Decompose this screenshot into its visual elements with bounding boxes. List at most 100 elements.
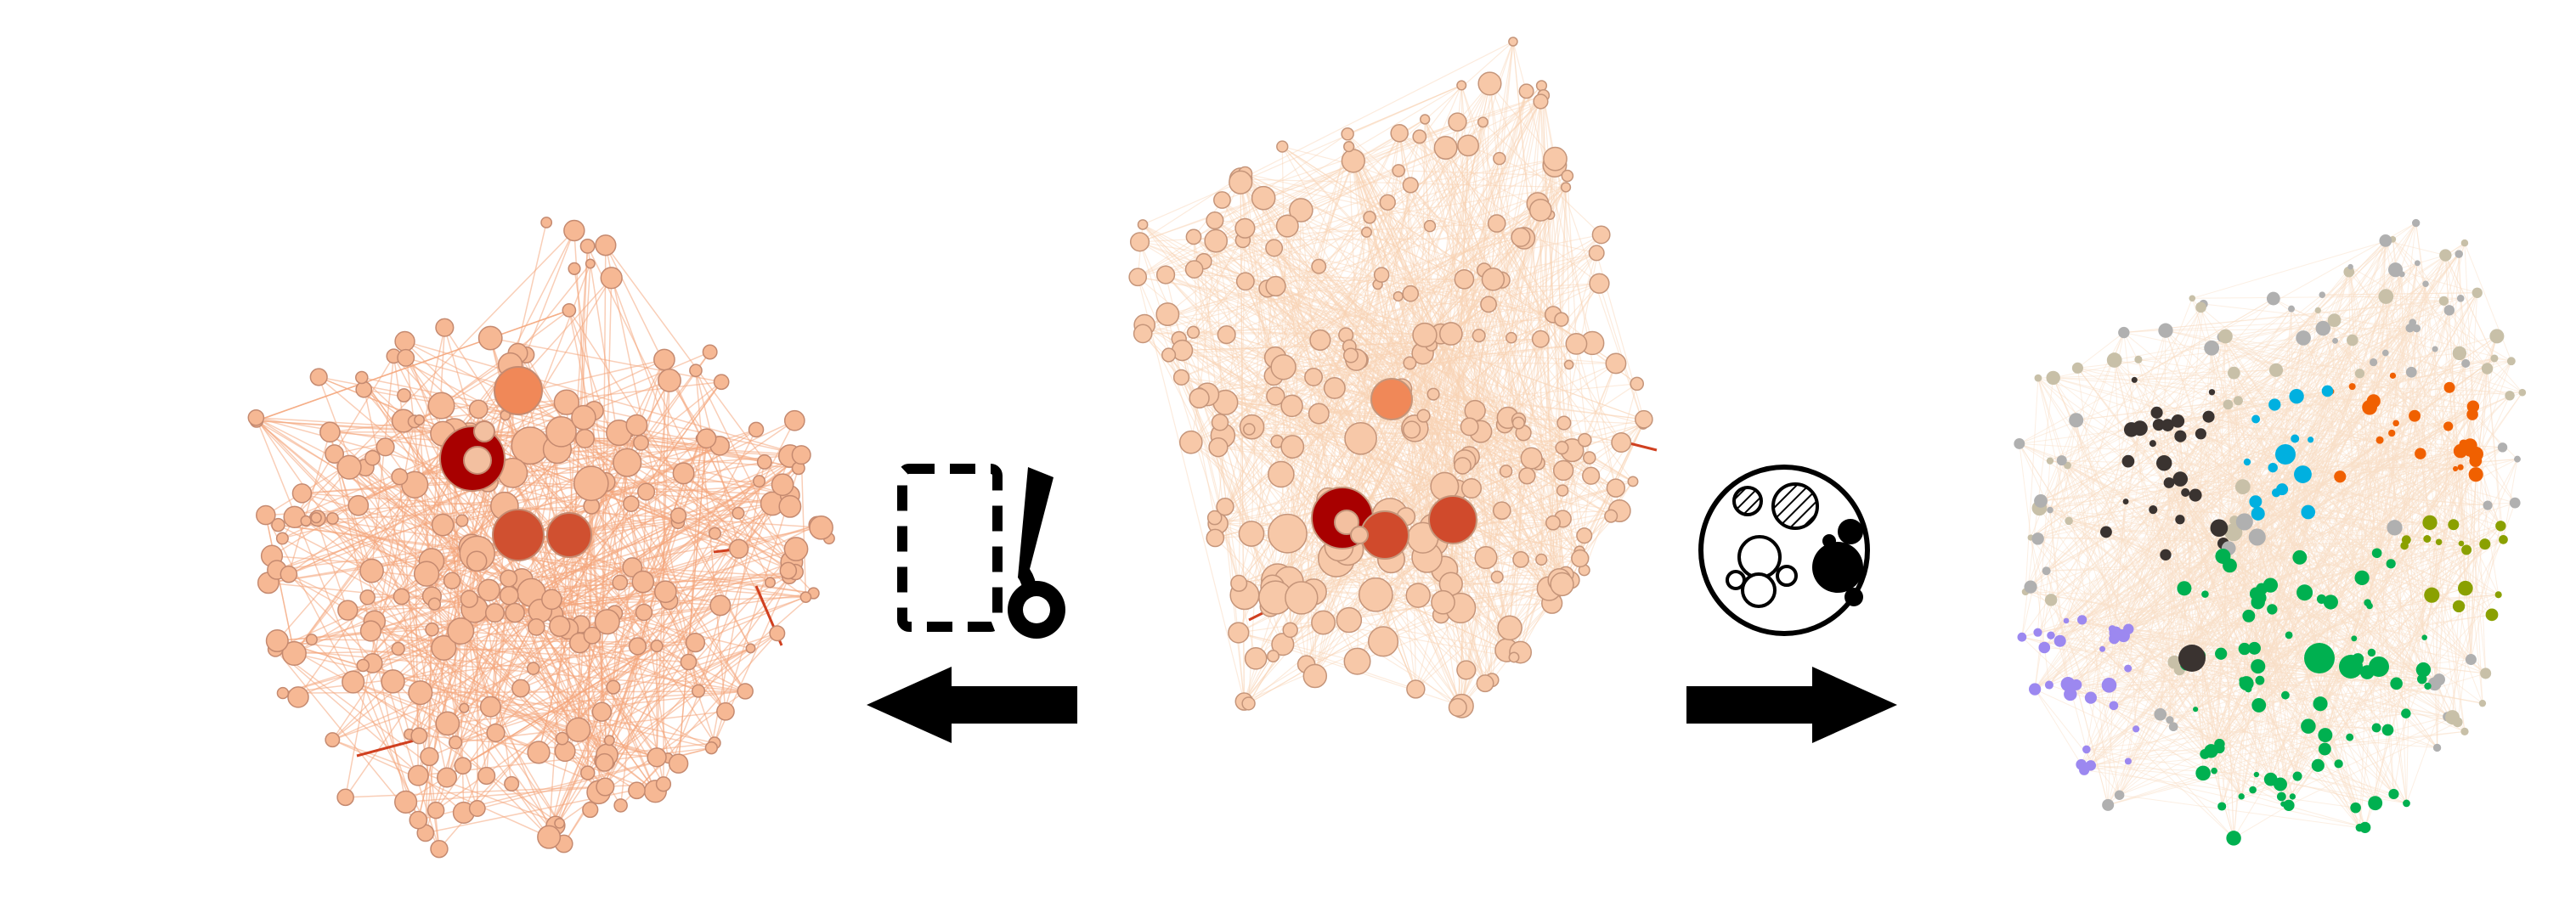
network-edge bbox=[1199, 217, 1370, 399]
network-node bbox=[1265, 275, 1286, 297]
network-edge bbox=[1445, 147, 1622, 443]
network-edge bbox=[2050, 597, 2260, 636]
network-node bbox=[2381, 724, 2394, 736]
network-node bbox=[2481, 363, 2494, 375]
network-node bbox=[1578, 432, 1592, 448]
network-edge bbox=[1281, 146, 1562, 448]
network-node bbox=[2319, 291, 2326, 298]
network-edge bbox=[1405, 422, 1565, 517]
network-node bbox=[591, 701, 613, 722]
network-node bbox=[1605, 352, 1627, 375]
network-edge bbox=[1419, 136, 1554, 315]
network-edge bbox=[1274, 209, 1541, 397]
network-node bbox=[2193, 707, 2199, 713]
network-node bbox=[1405, 583, 1431, 608]
network-node bbox=[799, 591, 812, 603]
network-edge bbox=[1275, 285, 1458, 491]
network-node bbox=[1545, 515, 1561, 531]
network-edge bbox=[1565, 187, 1573, 451]
network-edge bbox=[1496, 223, 1570, 365]
network-node bbox=[381, 669, 405, 694]
network-edge bbox=[1238, 101, 1541, 584]
network-edge bbox=[2401, 273, 2405, 546]
network-edge bbox=[1483, 269, 1520, 420]
network-edge bbox=[2470, 526, 2501, 660]
network-edge bbox=[2195, 552, 2377, 710]
network-edge bbox=[695, 370, 740, 549]
network-node bbox=[2070, 679, 2082, 690]
network-edge bbox=[1345, 335, 1581, 559]
network-node bbox=[2204, 744, 2218, 758]
network-edge bbox=[2234, 520, 2256, 649]
network-edge bbox=[2464, 243, 2477, 461]
network-edge bbox=[1190, 85, 1542, 443]
network-node bbox=[2234, 479, 2251, 495]
network-node bbox=[319, 421, 341, 443]
network-node bbox=[326, 512, 339, 525]
network-edge bbox=[512, 461, 628, 474]
network-node bbox=[1457, 134, 1479, 157]
network-node bbox=[2131, 376, 2138, 383]
network-edge bbox=[2173, 662, 2272, 780]
network-node bbox=[2276, 483, 2289, 496]
network-node bbox=[454, 757, 472, 775]
network-edge bbox=[2195, 708, 2407, 804]
network-edge bbox=[2077, 368, 2223, 557]
network-edge bbox=[1287, 225, 1541, 340]
network-edge bbox=[2108, 727, 2377, 806]
network-edge bbox=[2385, 296, 2456, 470]
network-node bbox=[2121, 454, 2135, 468]
network-edge bbox=[255, 417, 563, 740]
network-edge bbox=[2447, 526, 2501, 718]
network-node bbox=[420, 746, 439, 767]
filter-operation bbox=[858, 459, 1096, 747]
network-edge bbox=[1222, 200, 1580, 552]
network-edge bbox=[656, 576, 790, 758]
network-node bbox=[2167, 655, 2182, 669]
network-edge bbox=[1193, 331, 1562, 585]
network-edge bbox=[1217, 121, 1483, 448]
network-node bbox=[2315, 320, 2331, 336]
network-edge bbox=[1347, 133, 1465, 280]
network-node bbox=[1520, 447, 1543, 470]
network-edge bbox=[2357, 372, 2412, 660]
network-edge bbox=[1352, 164, 1370, 218]
network-node bbox=[1266, 386, 1285, 406]
network-edge bbox=[1567, 176, 1578, 344]
network-node bbox=[276, 686, 290, 700]
network-edge bbox=[2086, 748, 2407, 804]
network-edge bbox=[1460, 175, 1568, 707]
network-edge bbox=[2219, 637, 2425, 745]
network-node bbox=[2292, 549, 2308, 565]
network-edge bbox=[1244, 146, 1350, 595]
network-node bbox=[771, 473, 794, 497]
hub-node bbox=[2304, 643, 2335, 673]
network-edge bbox=[2127, 436, 2181, 762]
network-node bbox=[2427, 677, 2442, 691]
network-edge bbox=[1520, 457, 1590, 561]
network-edge bbox=[2421, 284, 2426, 679]
network-node bbox=[1268, 513, 1308, 554]
hub-node bbox=[546, 512, 592, 558]
network-edge bbox=[1167, 313, 1320, 341]
network-edge bbox=[1144, 186, 1567, 326]
community-network-panel bbox=[1988, 161, 2574, 875]
network-node bbox=[2371, 723, 2381, 733]
network-node bbox=[2334, 470, 2347, 483]
network-edge bbox=[2086, 748, 2223, 807]
network-node bbox=[2223, 399, 2234, 410]
network-node bbox=[504, 775, 520, 792]
network-node bbox=[2046, 370, 2060, 386]
network-node bbox=[413, 561, 440, 587]
network-node bbox=[455, 514, 469, 527]
network-edge bbox=[1280, 473, 1445, 487]
network-edge bbox=[1422, 352, 1634, 482]
network-node bbox=[2378, 289, 2394, 304]
network-edge bbox=[1165, 274, 1461, 609]
network-edge bbox=[2049, 269, 2396, 462]
network-edge bbox=[1178, 338, 1562, 585]
network-node bbox=[1285, 581, 1319, 615]
network-node bbox=[2468, 467, 2483, 482]
network-edge bbox=[1267, 288, 1519, 420]
network-node bbox=[1456, 660, 1477, 680]
